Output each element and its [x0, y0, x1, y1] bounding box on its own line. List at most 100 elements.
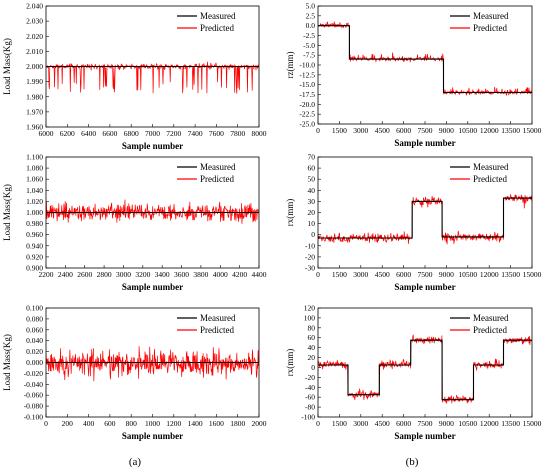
- y-tick-label: 1.040: [26, 186, 43, 195]
- x-tick-label: 4500: [375, 419, 390, 428]
- y-tick-label: 50: [308, 175, 316, 184]
- y-tick-label: 1.000: [26, 208, 43, 217]
- y-axis-title: Load Mass(Kg): [2, 184, 12, 241]
- legend-label-measured: Measured: [200, 11, 236, 21]
- legend-label-predicted: Predicted: [200, 174, 234, 184]
- panel-label-a: (a): [129, 456, 142, 468]
- y-tick-label: 1.990: [26, 77, 43, 86]
- x-tick-label: 2000: [252, 419, 267, 428]
- x-tick-label: 7200: [166, 129, 181, 138]
- x-tick-label: 1500: [332, 126, 347, 135]
- y-tick-label: 20: [308, 208, 316, 217]
- x-tick-label: 13500: [501, 419, 520, 428]
- y-tick-label: -5.0: [303, 41, 315, 50]
- y-tick-label: 1.970: [26, 107, 43, 116]
- y-tick-label: -22.5: [299, 110, 315, 119]
- y-tick-label: 1.020: [26, 197, 43, 206]
- x-axis-title: Sample number: [122, 431, 183, 441]
- x-tick-label: 8000: [252, 129, 267, 138]
- y-tick-label: -20: [305, 252, 315, 261]
- y-tick-label: -80: [305, 403, 315, 412]
- legend-label-measured: Measured: [200, 162, 236, 172]
- y-tick-label: 0: [311, 230, 315, 239]
- y-tick-label: 0.900: [26, 264, 43, 273]
- x-tick-label: 1200: [166, 419, 181, 428]
- y-tick-label: -12.5: [299, 70, 315, 79]
- x-tick-label: 12000: [480, 419, 499, 428]
- y-tick-label: 70: [308, 153, 316, 162]
- y-tick-label: 5.0: [306, 2, 316, 11]
- x-tick-label: 6000: [396, 419, 411, 428]
- y-tick-label: 1.100: [26, 153, 43, 162]
- x-tick-label: 3200: [135, 270, 150, 279]
- x-tick-label: 3800: [193, 270, 208, 279]
- legend-label-measured: Measured: [473, 162, 509, 172]
- series-line-predicted: [318, 334, 532, 404]
- y-axis-title: rx(mm): [285, 349, 295, 377]
- y-tick-label: 0.000: [26, 358, 43, 367]
- y-tick-label: 0.960: [26, 230, 43, 239]
- chart-b2: 0 1500 3000 4500 6000 7500 9000 10500 12000 13500…: [285, 153, 542, 293]
- y-tick-label: -17.5: [299, 90, 315, 99]
- x-tick-label: 7800: [230, 129, 245, 138]
- x-tick-label: 3000: [353, 419, 368, 428]
- x-tick-label: 0: [44, 419, 48, 428]
- y-tick-label: 10: [308, 219, 316, 228]
- y-tick-label: 2.5: [306, 11, 316, 20]
- y-tick-label: 0.060: [26, 325, 43, 334]
- x-axis-title: Sample number: [122, 282, 183, 292]
- y-tick-label: -0.100: [24, 413, 44, 422]
- y-tick-label: -0.040: [24, 380, 44, 389]
- x-tick-label: 7000: [145, 129, 160, 138]
- legend-label-predicted: Predicted: [200, 23, 234, 33]
- y-tick-label: -20.0: [299, 100, 315, 109]
- x-tick-label: 3000: [353, 270, 368, 279]
- x-tick-label: 15000: [523, 270, 542, 279]
- y-tick-label: -7.5: [303, 51, 315, 60]
- x-tick-label: 6400: [81, 129, 96, 138]
- x-axis-title: Sample number: [394, 282, 455, 292]
- x-tick-label: 3600: [174, 270, 189, 279]
- x-tick-label: 7400: [188, 129, 203, 138]
- y-tick-label: 2.040: [26, 2, 43, 11]
- y-tick-label: -15.0: [299, 80, 315, 89]
- legend-label-predicted: Predicted: [473, 325, 507, 335]
- y-tick-label: -0.060: [24, 391, 44, 400]
- x-tick-label: 4500: [375, 126, 390, 135]
- x-tick-label: 3000: [353, 126, 368, 135]
- y-tick-label: 40: [308, 343, 316, 352]
- x-tick-label: 3400: [155, 270, 170, 279]
- series-line-measured: [318, 25, 532, 94]
- y-tick-label: 100: [304, 313, 316, 322]
- y-tick-label: 0.920: [26, 252, 43, 261]
- y-tick-label: 20: [308, 353, 316, 362]
- x-tick-label: 3000: [116, 270, 131, 279]
- y-tick-label: -2.5: [303, 31, 315, 40]
- y-tick-label: 0.0: [306, 21, 316, 30]
- x-tick-label: 7500: [418, 126, 433, 135]
- y-axis-title: Load Mass(Kg): [2, 38, 12, 95]
- series-line-predicted: [318, 193, 532, 245]
- y-tick-label: 0.100: [26, 304, 43, 313]
- y-tick-label: 30: [308, 197, 316, 206]
- y-tick-label: 2.030: [26, 17, 43, 26]
- y-tick-label: 2.010: [26, 47, 43, 56]
- x-tick-label: 13500: [501, 126, 520, 135]
- x-tick-label: 12000: [480, 270, 499, 279]
- x-tick-label: 9000: [439, 270, 454, 279]
- y-tick-label: -40: [305, 383, 315, 392]
- y-tick-label: -0.020: [24, 369, 44, 378]
- x-tick-label: 2200: [39, 270, 54, 279]
- x-tick-label: 1800: [230, 419, 245, 428]
- series-line-predicted: [318, 21, 532, 96]
- y-tick-label: 60: [308, 164, 316, 173]
- y-tick-label: 1.980: [26, 92, 43, 101]
- y-tick-label: 0.040: [26, 336, 43, 345]
- y-tick-label: 0.080: [26, 314, 43, 323]
- chart-b1: 0 1500 3000 4500 6000 7500 9000 10500 12000 13500…: [285, 2, 542, 149]
- y-tick-label: -60: [305, 393, 315, 402]
- x-tick-label: 6000: [39, 129, 54, 138]
- x-tick-label: 6200: [60, 129, 75, 138]
